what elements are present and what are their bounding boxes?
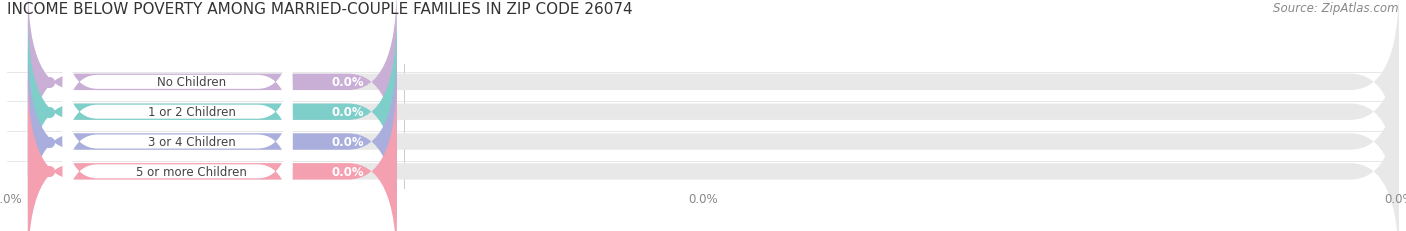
FancyBboxPatch shape xyxy=(28,0,396,178)
FancyBboxPatch shape xyxy=(63,104,292,231)
FancyBboxPatch shape xyxy=(28,76,396,231)
Text: INCOME BELOW POVERTY AMONG MARRIED-COUPLE FAMILIES IN ZIP CODE 26074: INCOME BELOW POVERTY AMONG MARRIED-COUPL… xyxy=(7,2,633,17)
Text: 0.0%: 0.0% xyxy=(332,106,364,119)
Text: No Children: No Children xyxy=(157,76,226,89)
Text: 1 or 2 Children: 1 or 2 Children xyxy=(148,106,235,119)
FancyBboxPatch shape xyxy=(28,76,1399,231)
FancyBboxPatch shape xyxy=(28,16,396,208)
FancyBboxPatch shape xyxy=(28,46,1399,231)
Text: 0.0%: 0.0% xyxy=(332,135,364,148)
Text: Source: ZipAtlas.com: Source: ZipAtlas.com xyxy=(1274,2,1399,15)
Text: 3 or 4 Children: 3 or 4 Children xyxy=(148,135,235,148)
FancyBboxPatch shape xyxy=(28,46,396,231)
FancyBboxPatch shape xyxy=(63,75,292,209)
FancyBboxPatch shape xyxy=(63,15,292,150)
FancyBboxPatch shape xyxy=(28,0,1399,178)
Text: 0.0%: 0.0% xyxy=(332,165,364,178)
FancyBboxPatch shape xyxy=(63,45,292,179)
FancyBboxPatch shape xyxy=(28,16,1399,208)
Text: 5 or more Children: 5 or more Children xyxy=(136,165,247,178)
Text: 0.0%: 0.0% xyxy=(332,76,364,89)
